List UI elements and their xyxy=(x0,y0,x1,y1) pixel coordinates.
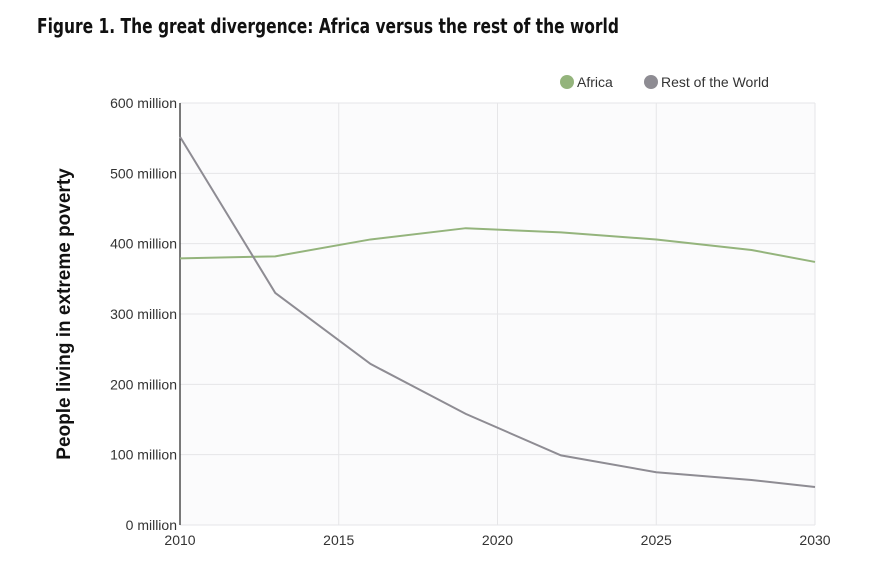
y-tick-label: 0 million xyxy=(126,517,177,533)
chart-title: Figure 1. The great divergence: Africa v… xyxy=(37,14,619,38)
legend-marker xyxy=(644,75,658,89)
series-line-africa xyxy=(179,227,816,263)
y-tick-label: 500 million xyxy=(110,165,177,181)
x-tick-label: 2015 xyxy=(323,532,354,548)
x-tick-label: 2010 xyxy=(164,532,195,548)
y-tick-label: 400 million xyxy=(110,236,177,252)
legend-label: Rest of the World xyxy=(661,74,769,90)
y-axis-label: People living in extreme poverty xyxy=(54,168,75,460)
y-tick-label: 600 million xyxy=(110,95,177,111)
legend-marker xyxy=(560,75,574,89)
legend-label: Africa xyxy=(577,74,613,90)
y-tick-label: 200 million xyxy=(110,376,177,392)
x-tick-label: 2025 xyxy=(641,532,672,548)
y-tick-label: 300 million xyxy=(110,306,177,322)
y-tick-label: 100 million xyxy=(110,447,177,463)
x-tick-label: 2030 xyxy=(799,532,830,548)
series-line-rest-of-the-world xyxy=(179,136,816,489)
x-tick-label: 2020 xyxy=(482,532,513,548)
